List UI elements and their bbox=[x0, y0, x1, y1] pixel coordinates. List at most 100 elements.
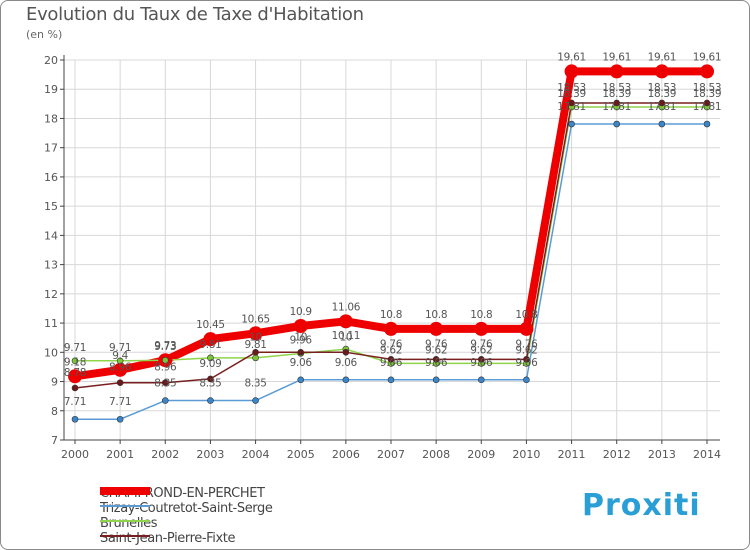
data-label-0-2013: 19.61 bbox=[648, 51, 677, 63]
data-point-2-2001 bbox=[116, 357, 124, 365]
data-label-2-2005: 9.96 bbox=[290, 334, 313, 346]
data-point-0-2009 bbox=[474, 321, 489, 336]
x-tick-label-2004: 2004 bbox=[242, 448, 270, 461]
data-label-0-2014: 19.61 bbox=[693, 51, 722, 63]
data-point-3-2009 bbox=[477, 356, 485, 363]
legend-item-champrond: CHAMPROND-EN-PERCHET bbox=[100, 485, 265, 501]
data-label-1-2011: 17.81 bbox=[557, 101, 586, 113]
data-label-0-2001: 9.4 bbox=[112, 350, 128, 362]
legend-swatch-saint-jean bbox=[100, 535, 150, 537]
data-point-0-2000 bbox=[68, 369, 82, 384]
x-tick-label-2014: 2014 bbox=[693, 448, 721, 461]
data-point-3-2004 bbox=[252, 349, 259, 356]
legend-label-saint-jean: Saint-Jean-Pierre-Fixte bbox=[100, 530, 236, 546]
data-label-0-2011: 19.61 bbox=[557, 51, 586, 63]
data-label-2-2011: 18.39 bbox=[557, 88, 586, 100]
data-label-3-2013: 18.53 bbox=[648, 82, 677, 94]
data-label-3-2010: 9.76 bbox=[515, 338, 538, 350]
legend-label-brunelles: Brunelles bbox=[100, 515, 158, 531]
data-label-0-2003: 10.45 bbox=[196, 319, 225, 331]
data-label-2-2006: 10.11 bbox=[332, 330, 361, 342]
data-label-1-2005: 9.06 bbox=[290, 357, 313, 369]
y-tick-label-12: 12 bbox=[44, 288, 58, 301]
data-label-1-2012: 17.81 bbox=[602, 101, 631, 113]
data-point-0-2011 bbox=[564, 64, 579, 79]
x-tick-label-2002: 2002 bbox=[151, 448, 179, 461]
data-label-1-2006: 9.06 bbox=[335, 357, 358, 369]
data-point-0-2003 bbox=[203, 332, 218, 347]
legend-swatch-brunelles bbox=[100, 520, 150, 522]
data-label-2-2004: 9.81 bbox=[244, 339, 266, 351]
data-label-0-2012: 19.61 bbox=[602, 51, 631, 63]
y-tick-label-7: 7 bbox=[51, 434, 58, 447]
data-label-1-2003: 8.35 bbox=[199, 378, 221, 390]
data-label-1-2002: 8.35 bbox=[154, 378, 176, 390]
data-point-0-2004 bbox=[248, 326, 263, 341]
data-point-0-2014 bbox=[700, 64, 714, 79]
data-point-2-2000 bbox=[71, 357, 79, 365]
x-tick-label-2006: 2006 bbox=[332, 448, 360, 461]
data-point-1-2000 bbox=[71, 415, 79, 423]
data-label-2-2003: 9.81 bbox=[199, 339, 221, 351]
data-point-1-2012 bbox=[613, 120, 621, 128]
data-point-1-2008 bbox=[432, 376, 440, 384]
data-label-3-2005: 10 bbox=[294, 331, 307, 343]
data-label-2-2001: 9.71 bbox=[109, 342, 131, 354]
data-label-1-2008: 9.06 bbox=[425, 357, 448, 369]
data-point-1-2011 bbox=[568, 120, 575, 128]
data-point-0-2005 bbox=[293, 319, 308, 333]
data-label-3-2008: 9.76 bbox=[425, 338, 448, 350]
data-point-0-2013 bbox=[654, 64, 669, 79]
proxiti-logo: Proxiti bbox=[582, 488, 701, 523]
data-point-2-2003 bbox=[207, 354, 214, 362]
x-tick-label-2000: 2000 bbox=[61, 448, 89, 461]
data-point-0-2012 bbox=[609, 64, 624, 79]
data-label-2-2010: 9.62 bbox=[515, 344, 537, 356]
data-label-1-2009: 9.06 bbox=[470, 357, 493, 369]
data-point-3-2002 bbox=[161, 379, 169, 387]
y-tick-label-15: 15 bbox=[44, 200, 58, 213]
legend-item-trizay: Trizay-Coutretot-Saint-Serge bbox=[100, 500, 273, 516]
data-label-0-2010: 10.8 bbox=[515, 309, 537, 321]
legend-item-saint-jean: Saint-Jean-Pierre-Fixte bbox=[100, 530, 235, 546]
x-tick-label-2012: 2012 bbox=[603, 448, 631, 461]
x-tick-label-2010: 2010 bbox=[512, 448, 540, 461]
data-label-2-2014: 18.39 bbox=[693, 88, 722, 100]
chart-title: Evolution du Taux de Taxe d'Habitation bbox=[26, 4, 364, 25]
y-tick-label-8: 8 bbox=[51, 405, 58, 418]
data-label-2-2000: 9.71 bbox=[64, 342, 86, 354]
data-label-1-2001: 7.71 bbox=[109, 396, 131, 408]
data-label-0-2006: 11.06 bbox=[332, 301, 361, 313]
data-label-2-2013: 18.39 bbox=[648, 88, 677, 100]
data-point-1-2001 bbox=[116, 415, 124, 423]
data-label-0-2004: 10.65 bbox=[241, 313, 270, 325]
data-point-1-2003 bbox=[207, 397, 214, 404]
y-tick-label-9: 9 bbox=[51, 376, 58, 389]
y-tick-label-17: 17 bbox=[44, 142, 58, 155]
data-label-3-2014: 18.53 bbox=[693, 82, 722, 94]
data-label-3-2001: 8.96 bbox=[109, 362, 132, 374]
data-point-1-2013 bbox=[658, 120, 666, 128]
data-point-3-2012 bbox=[613, 99, 621, 107]
y-tick-label-20: 20 bbox=[44, 54, 58, 67]
data-point-0-2007 bbox=[384, 321, 398, 336]
data-label-1-2007: 9.06 bbox=[380, 357, 403, 369]
data-point-1-2010 bbox=[523, 376, 530, 384]
data-label-3-2004: 10 bbox=[249, 331, 262, 343]
data-point-1-2007 bbox=[387, 376, 395, 384]
x-tick-label-2005: 2005 bbox=[287, 448, 315, 461]
data-point-3-2013 bbox=[658, 99, 666, 107]
data-label-3-2000: 8.78 bbox=[64, 367, 86, 379]
data-point-1-2006 bbox=[342, 376, 350, 384]
data-label-2-2002: 9.73 bbox=[154, 341, 176, 353]
data-label-3-2007: 9.76 bbox=[380, 338, 403, 350]
y-tick-label-10: 10 bbox=[44, 346, 58, 359]
data-point-0-2006 bbox=[338, 314, 353, 329]
data-point-3-2010 bbox=[523, 356, 530, 363]
data-label-1-2000: 7.71 bbox=[64, 396, 86, 408]
data-label-3-2003: 9.09 bbox=[199, 358, 221, 370]
data-label-0-2005: 10.9 bbox=[290, 306, 312, 318]
legend-label-trizay: Trizay-Coutretot-Saint-Serge bbox=[100, 500, 273, 516]
data-label-2-2009: 9.62 bbox=[470, 344, 492, 356]
